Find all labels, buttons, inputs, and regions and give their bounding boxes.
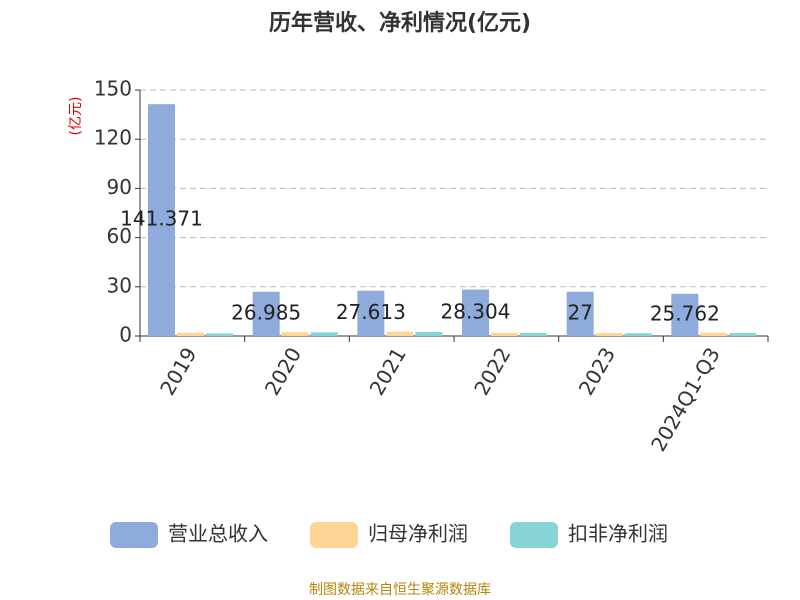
bar (281, 332, 309, 336)
bar (206, 333, 233, 336)
legend-label: 归母净利润 (368, 522, 468, 546)
legend-label: 营业总收入 (168, 522, 268, 546)
bar (252, 291, 280, 336)
y-tick-label: 120 (94, 126, 132, 150)
x-tick-label: 2020 (260, 343, 306, 399)
bar (520, 333, 547, 336)
bar (671, 293, 699, 336)
chart-title: 历年营收、净利情况(亿元) (269, 10, 531, 36)
bar (357, 290, 385, 336)
legend-swatch (510, 522, 558, 548)
legend-swatch (110, 522, 158, 548)
x-tick-label: 2021 (365, 343, 411, 399)
bar (386, 331, 414, 336)
source-note: 制图数据来自恒生聚源数据库 (309, 582, 491, 598)
y-tick-label: 150 (94, 77, 132, 101)
bar (177, 332, 204, 336)
bar (729, 333, 757, 336)
y-axis-label: (亿元) (68, 97, 84, 136)
y-tick-label: 60 (107, 224, 132, 248)
bar (415, 332, 443, 336)
data-label: 25.762 (650, 301, 720, 325)
y-tick-label: 90 (107, 175, 132, 199)
x-tick-label: 2022 (469, 343, 515, 399)
data-label: 26.985 (231, 300, 301, 324)
y-tick-label: 0 (119, 323, 132, 347)
bar (595, 333, 623, 336)
bar (700, 332, 728, 336)
x-tick-label: 2019 (155, 343, 201, 399)
x-tick-label: 2023 (574, 343, 620, 399)
bar (624, 333, 652, 336)
data-label: 27 (567, 300, 592, 324)
y-tick-label: 30 (107, 273, 132, 297)
legend-swatch (310, 522, 358, 548)
bar (462, 289, 489, 336)
bar (310, 332, 338, 336)
x-tick-label: 2024Q1-Q3 (646, 343, 725, 455)
bar (566, 291, 594, 336)
bar (491, 332, 518, 336)
legend-label: 扣非净利润 (568, 522, 668, 546)
data-label: 27.613 (336, 300, 406, 324)
data-label: 141.371 (120, 207, 203, 231)
bar (148, 104, 175, 337)
data-label: 28.304 (441, 299, 511, 323)
